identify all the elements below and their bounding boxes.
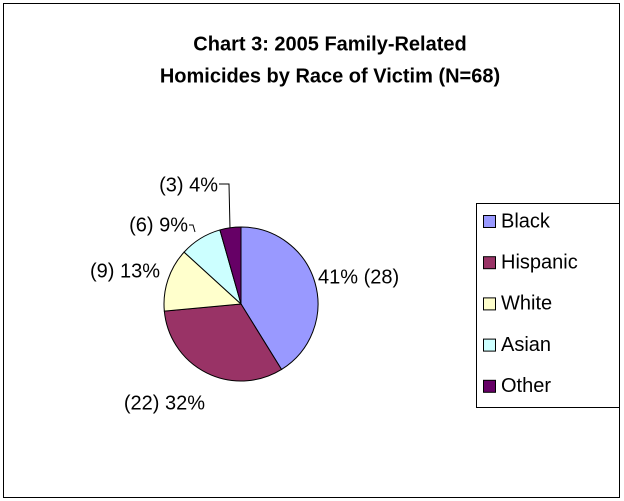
legend-label: Hispanic (501, 251, 578, 273)
chart-title: Homicides by Race of Victim (N=68) (160, 65, 500, 87)
legend-swatch (483, 379, 496, 393)
legend-label: Black (501, 210, 551, 232)
data-label: (22) 32% (124, 392, 205, 414)
data-label: (6) 9% (129, 214, 188, 236)
pie-slice (163, 303, 283, 382)
leader-line (189, 224, 196, 233)
data-label: (3) 4% (159, 174, 218, 196)
legend-label: Other (501, 375, 551, 397)
legend (476, 203, 620, 408)
legend-swatch (483, 338, 496, 352)
pie-slice (240, 226, 319, 371)
legend-label: Asian (501, 334, 551, 356)
leader-line (219, 183, 231, 230)
legend-swatch (483, 297, 496, 311)
chart-title: Chart 3: 2005 Family-Related (193, 33, 466, 55)
legend-swatch (483, 215, 496, 228)
pie-slice (219, 226, 242, 305)
data-label: 41% (28) (318, 266, 399, 288)
data-label: (9) 13% (90, 260, 160, 282)
pie-slice (163, 251, 243, 312)
legend-swatch (483, 256, 496, 270)
legend-label: White (501, 293, 552, 315)
